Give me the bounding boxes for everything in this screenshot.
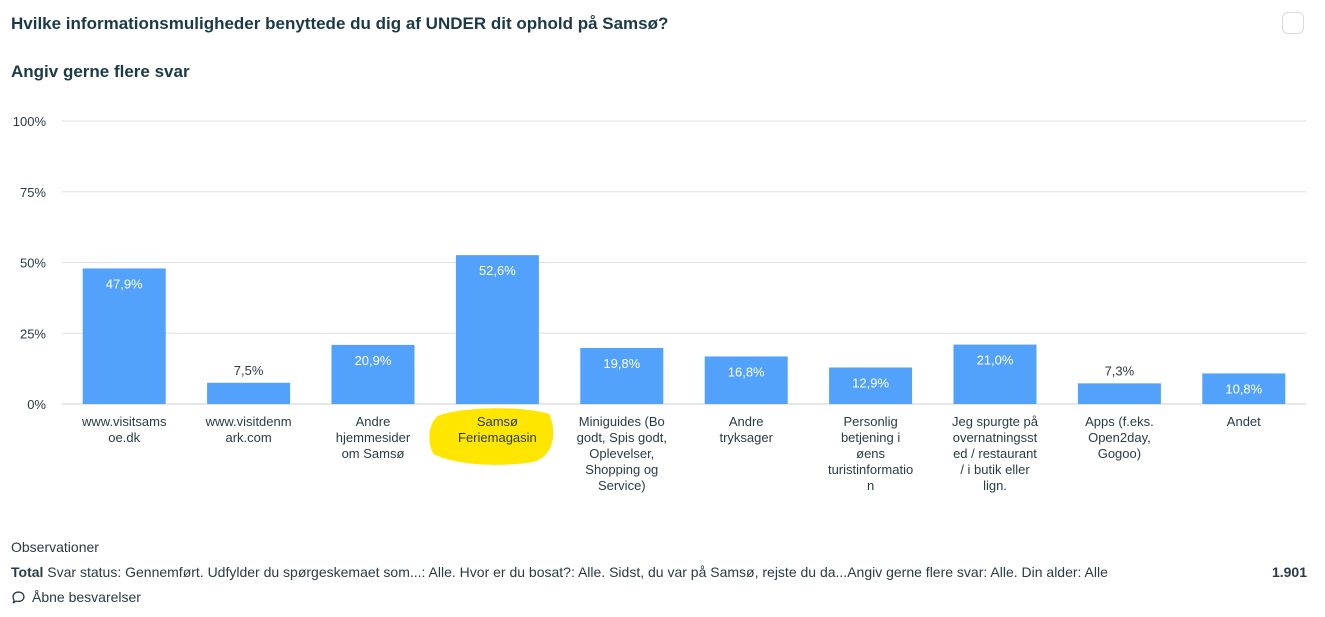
bar-chart: 0% 25% 50% 75% 100% 47,9% www.visitsams oe.dk 7,… xyxy=(13,114,1306,493)
data-label: 47,9% xyxy=(106,276,143,291)
open-responses-link[interactable]: Åbne besvarelser xyxy=(11,589,141,605)
bar xyxy=(1202,373,1286,404)
x-tick-label: Andre hjemmesider om Samsø xyxy=(336,414,411,461)
data-label: 12,9% xyxy=(852,375,889,390)
data-label: 10,8% xyxy=(1225,381,1262,396)
bar xyxy=(829,367,913,404)
y-tick-label: 75% xyxy=(20,185,46,200)
data-label: 16,8% xyxy=(728,364,765,379)
data-label: 20,9% xyxy=(355,353,392,368)
x-tick-label: Apps (f.eks. Open2day, Gogoo) xyxy=(1085,414,1154,461)
x-tick-label: www.visitsams oe.dk xyxy=(81,414,167,445)
bar xyxy=(1077,383,1161,404)
bar xyxy=(455,255,539,404)
total-filter-text: Svar status: Gennemført. Udfylder du spø… xyxy=(47,564,1108,580)
highlight-marker xyxy=(429,408,554,465)
open-responses-label: Åbne besvarelser xyxy=(32,589,141,605)
x-tick-label: Personlig betjening i øens turistinformatio… xyxy=(828,414,913,493)
bar xyxy=(82,268,166,404)
bar xyxy=(331,344,415,404)
speech-bubble-icon xyxy=(12,590,25,603)
x-tick-label: www.visitdenm ark.com xyxy=(205,414,292,445)
total-count: 1.901 xyxy=(1271,564,1307,580)
x-tick-label: Miniguides (Bo godt, Spis godt, Oplevelser… xyxy=(577,414,667,493)
y-tick-label: 100% xyxy=(13,114,47,129)
bar xyxy=(580,347,664,404)
bar xyxy=(207,382,291,404)
chart-title: Hvilke informationsmuligheder benyttede … xyxy=(11,14,669,33)
select-checkbox[interactable] xyxy=(1282,12,1304,34)
x-tick-label: Andet xyxy=(1227,414,1261,429)
data-label: 7,5% xyxy=(234,363,264,378)
y-tick-label: 25% xyxy=(20,326,46,341)
data-label: 21,0% xyxy=(977,353,1014,368)
y-tick-label: 50% xyxy=(20,256,46,271)
bar xyxy=(953,344,1037,404)
data-label: 19,8% xyxy=(603,356,640,371)
y-tick-label: 0% xyxy=(27,397,46,412)
data-label: 52,6% xyxy=(479,263,516,278)
chart-subtitle: Angiv gerne flere svar xyxy=(11,62,190,81)
data-label: 7,3% xyxy=(1105,363,1135,378)
total-label: Total xyxy=(11,564,44,580)
x-tick-label: Andre tryksager xyxy=(719,414,773,445)
bar xyxy=(704,356,788,404)
x-tick-label: Samsø Feriemagasin xyxy=(458,414,537,445)
observations-label: Observationer xyxy=(11,539,99,555)
x-tick-label: Jeg spurgte på overnatningsst ed / restaur… xyxy=(952,414,1039,493)
total-row: Total Svar status: Gennemført. Udfylder … xyxy=(11,564,1307,580)
